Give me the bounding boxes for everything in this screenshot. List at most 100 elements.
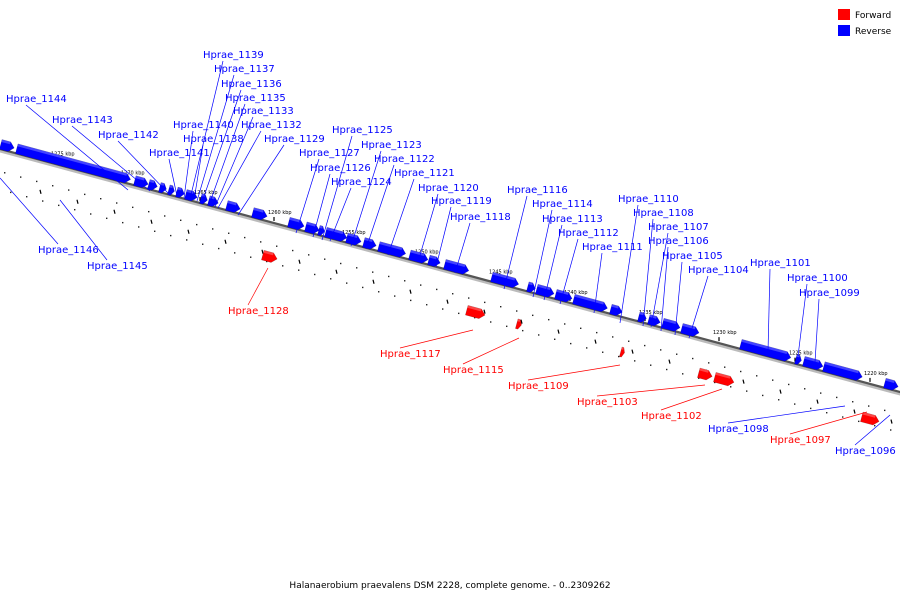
ref-dot [452, 293, 454, 295]
ref-dot [394, 295, 396, 297]
ref-dot [10, 191, 12, 194]
label-connector [25, 104, 129, 191]
ref-dot [346, 282, 348, 284]
label-connector [201, 89, 242, 203]
minor-tick [298, 259, 301, 264]
tick-label: 1230 kbp [713, 330, 737, 336]
label-connector [214, 116, 254, 208]
gene-label: Hprae_1145 [87, 261, 148, 272]
minor-tick [261, 249, 264, 254]
label-connector [650, 232, 669, 328]
gene-arrow [225, 200, 241, 213]
ref-dot [154, 230, 156, 232]
ref-dot [756, 375, 758, 377]
legend-forward-label: Forward [855, 11, 891, 21]
gene-label: Hprae_1102 [641, 411, 702, 422]
minor-tick [816, 399, 819, 404]
ref-dot [212, 228, 214, 230]
minor-tick [113, 209, 116, 214]
tick-label: 1260 kbp [268, 210, 292, 216]
label-connector [117, 140, 169, 194]
gene-arrow [304, 221, 320, 235]
label-connector [727, 405, 846, 424]
label-connector [71, 125, 151, 192]
backbone-shadow [0, 149, 900, 396]
ref-dot [170, 234, 172, 237]
ref-dot [362, 286, 364, 289]
ref-dot [570, 342, 572, 345]
ref-dot [740, 370, 742, 373]
ref-dot [858, 420, 860, 423]
label-connector [503, 195, 528, 290]
minor-tick [520, 319, 523, 324]
gene-label: Hprae_1106 [648, 236, 709, 247]
tick-label: 1265 kbp [194, 190, 218, 196]
ref-dot [874, 424, 876, 427]
ref-dot [20, 176, 22, 178]
gene-arrow [860, 411, 880, 426]
ref-dot [196, 223, 198, 226]
ref-dot [532, 314, 534, 317]
ref-dot [234, 252, 236, 254]
gene-label: Hprae_1141 [149, 148, 210, 159]
label-connector [0, 177, 59, 245]
ref-dot [586, 347, 588, 349]
ref-dot [68, 189, 70, 191]
label-connector [543, 224, 563, 301]
gene-label: Hprae_1111 [582, 242, 643, 253]
ref-dot [90, 213, 92, 215]
gene-arrow [207, 195, 219, 207]
gene-arrow [408, 249, 429, 264]
ref-dot [842, 416, 844, 418]
gene-label: Hprae_1124 [331, 177, 392, 188]
ref-dot [106, 217, 108, 220]
ref-dot [554, 338, 556, 340]
ref-dot [74, 208, 76, 211]
label-connector [462, 337, 520, 365]
label-connector [789, 411, 868, 435]
ref-dot [26, 196, 28, 198]
gene-arrow [465, 305, 486, 319]
label-connector [189, 60, 224, 200]
gene-arrow [175, 186, 185, 198]
label-connector [350, 150, 382, 247]
gene-label: Hprae_1132 [241, 120, 302, 131]
ref-dot [868, 405, 870, 407]
tick-label: 1240 kbp [564, 290, 588, 296]
ref-dot [660, 349, 662, 351]
gene-arrow [133, 175, 149, 188]
tick-label: 1255 kbp [342, 230, 366, 236]
label-connector [660, 388, 723, 411]
ref-dot [228, 232, 230, 234]
ref-dot [372, 271, 374, 273]
ref-dot [100, 198, 102, 200]
ref-dot [484, 301, 486, 304]
ref-dot [628, 340, 630, 342]
gene-label: Hprae_1119 [431, 196, 492, 207]
gene-arrow [794, 353, 802, 365]
gene-label: Hprae_1113 [542, 214, 603, 225]
label-connector [59, 199, 108, 261]
gene-arrow [572, 294, 608, 312]
ref-dot [468, 297, 470, 299]
gene-arrow [261, 250, 278, 263]
gene-label: Hprae_1112 [558, 228, 619, 239]
legend: Forward Reverse [838, 9, 892, 37]
ref-dot [596, 331, 598, 334]
label-connector [208, 103, 246, 206]
label-connector [527, 364, 621, 381]
ref-dot [746, 390, 748, 392]
gene-label: Hprae_1098 [708, 424, 769, 435]
label-connector [559, 238, 579, 305]
ref-dot [410, 299, 412, 302]
ref-dot [58, 204, 60, 207]
gene-label: Hprae_1125 [332, 125, 393, 136]
label-connector [295, 158, 320, 234]
ref-dot [772, 379, 774, 381]
gene-label: Hprae_1110 [618, 194, 679, 205]
gene-arrow [515, 318, 522, 330]
gene-label: Hprae_1129 [264, 134, 325, 145]
ref-dot [884, 409, 886, 412]
gene-label: Hprae_1133 [233, 106, 294, 117]
